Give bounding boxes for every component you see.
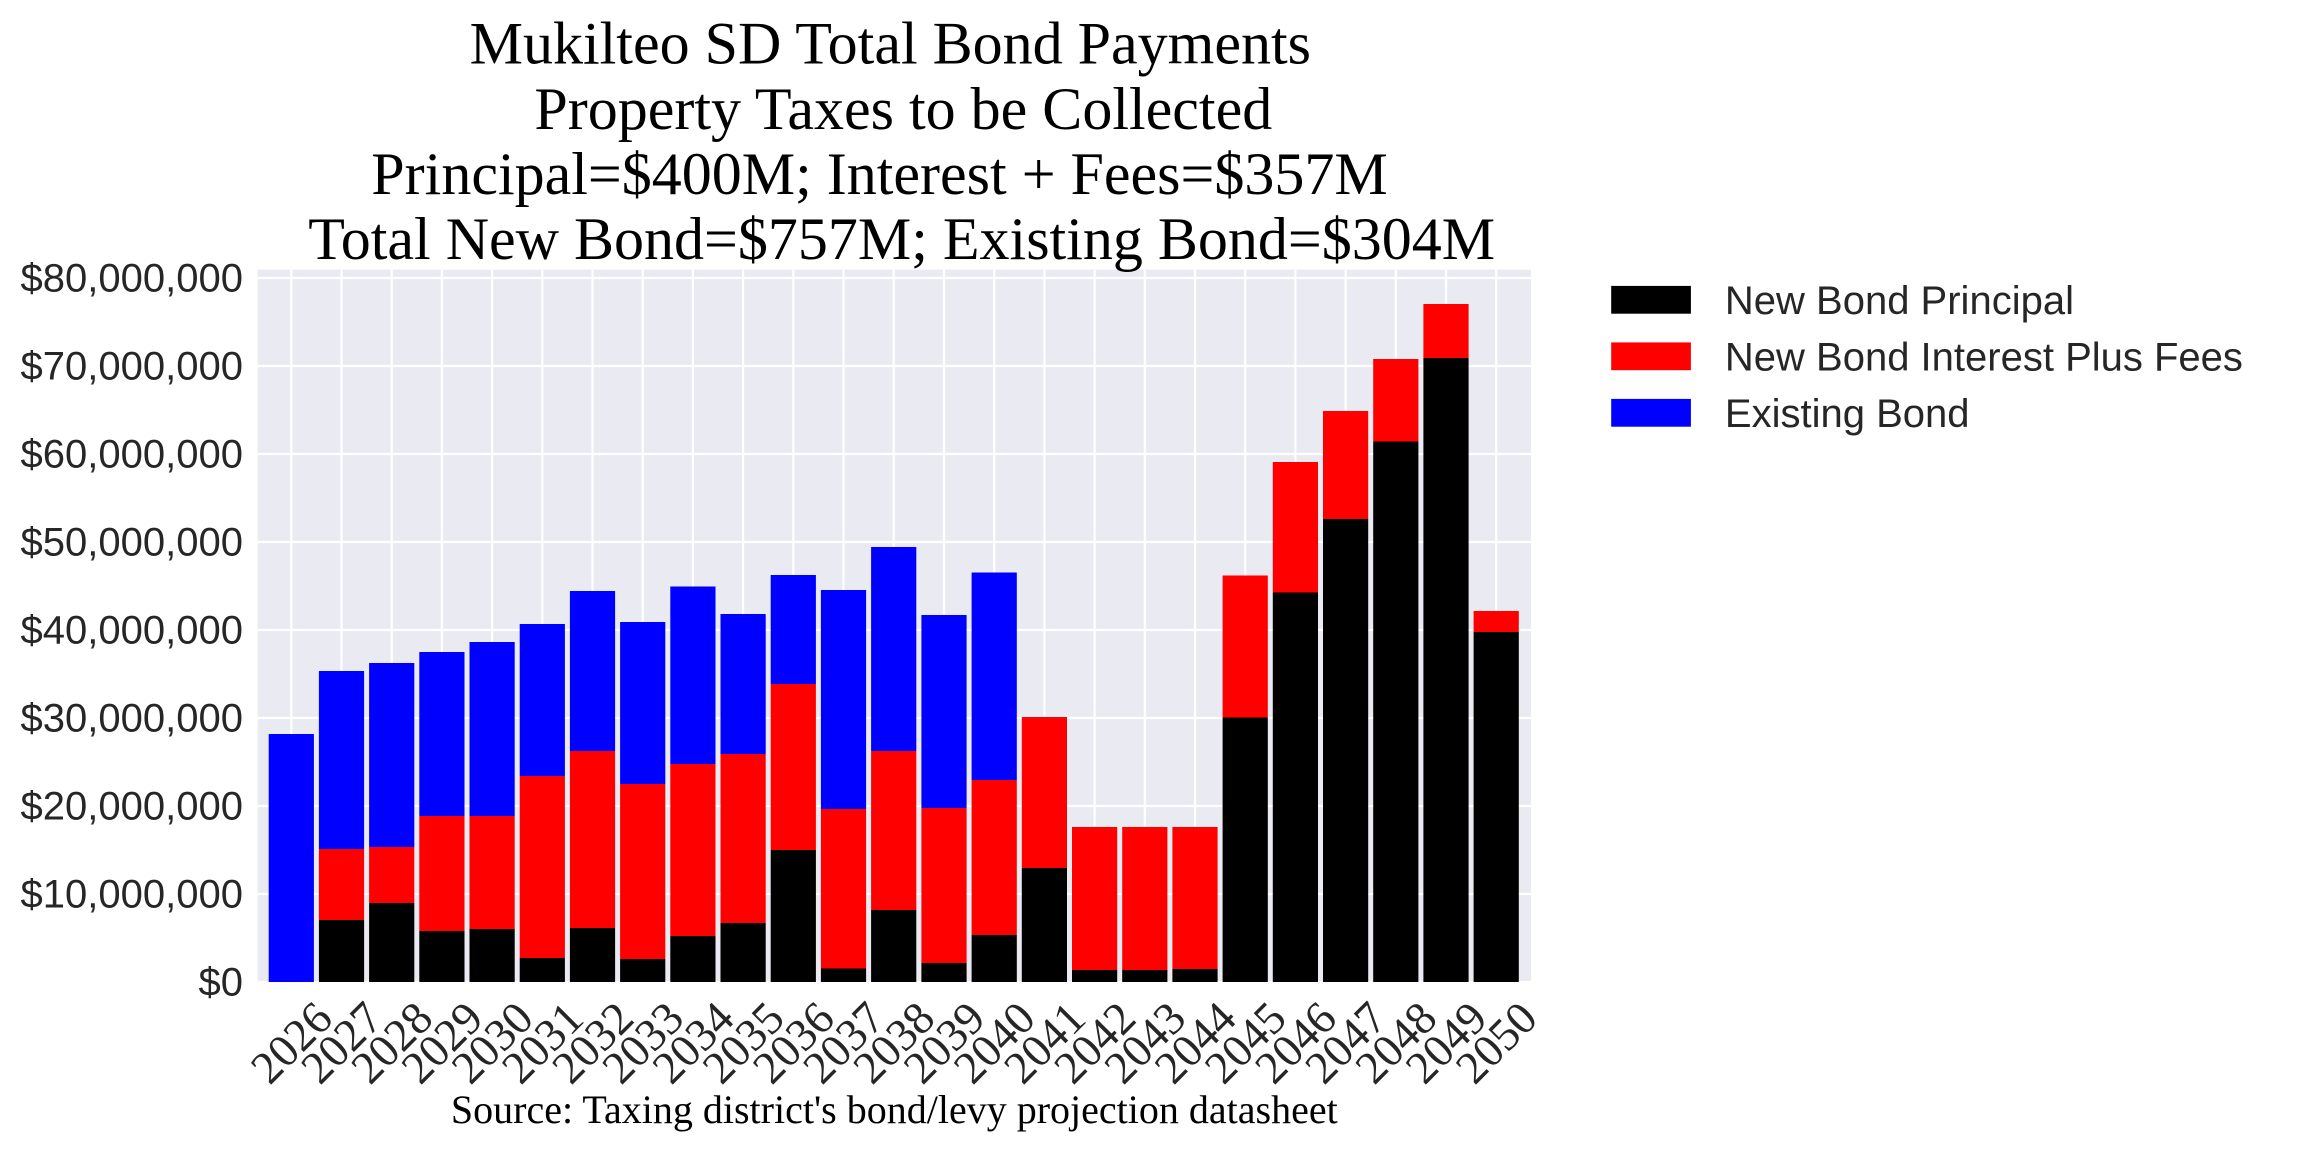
svg-text:$60,000,000: $60,000,000 (21, 433, 243, 477)
svg-text:New Bond Interest Plus Fees: New Bond Interest Plus Fees (1725, 336, 2243, 380)
svg-text:Total New Bond=$757M; Existing: Total New Bond=$757M; Existing Bond=$304… (308, 206, 1495, 272)
svg-text:$80,000,000: $80,000,000 (21, 257, 243, 301)
svg-text:$0: $0 (199, 961, 244, 1005)
svg-text:$20,000,000: $20,000,000 (21, 785, 243, 829)
svg-text:$30,000,000: $30,000,000 (21, 697, 243, 741)
svg-text:Mukilteo SD Total Bond Payment: Mukilteo SD Total Bond Payments (470, 11, 1311, 77)
svg-text:$50,000,000: $50,000,000 (21, 521, 243, 565)
svg-text:$10,000,000: $10,000,000 (21, 873, 243, 917)
svg-text:Existing Bond: Existing Bond (1725, 392, 1970, 436)
svg-text:$70,000,000: $70,000,000 (21, 345, 243, 389)
svg-text:Principal=$400M; Interest + Fe: Principal=$400M; Interest + Fees=$357M (371, 141, 1387, 207)
svg-text:Property Taxes to be Collected: Property Taxes to be Collected (534, 76, 1272, 142)
svg-text:$40,000,000: $40,000,000 (21, 609, 243, 653)
svg-text:Source: Taxing district's bond: Source: Taxing district's bond/levy proj… (451, 1087, 1338, 1132)
svg-text:New Bond Principal: New Bond Principal (1725, 279, 2074, 323)
